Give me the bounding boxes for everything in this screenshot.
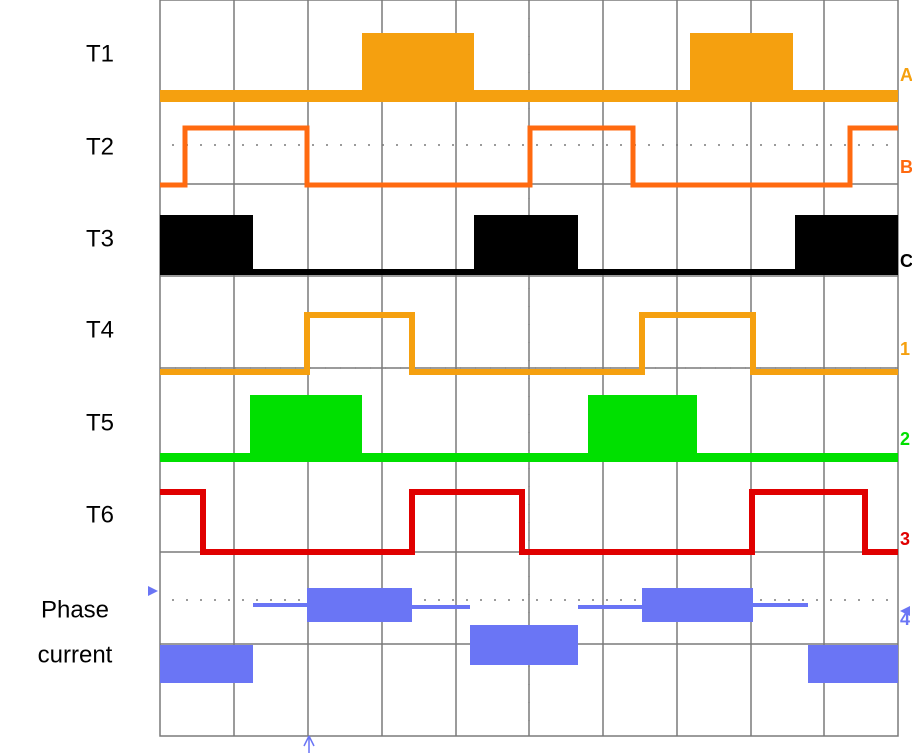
channel-marker: C	[900, 251, 912, 271]
trace-label: T6	[86, 501, 114, 528]
channel-marker: 3	[900, 529, 910, 549]
channel-marker: 1	[900, 339, 910, 359]
channel-marker: B	[900, 157, 912, 177]
trace-label: T4	[86, 316, 114, 343]
trace-t2	[160, 128, 898, 185]
trace-label: T5	[86, 409, 114, 436]
trace-label: Phase	[41, 596, 109, 623]
channel-marker: A	[900, 65, 912, 85]
trace-label: current	[38, 641, 113, 668]
trace-label: T3	[86, 225, 114, 252]
trace-label: T2	[86, 133, 114, 160]
trace-t3	[160, 215, 898, 275]
channel-marker: 2	[900, 429, 910, 449]
channel-marker: 4	[900, 609, 910, 629]
trace-label: T1	[86, 40, 114, 67]
scope-figure: T1 T2 T3 T4 T5 T6 Phase current A B C 1 …	[0, 0, 912, 753]
